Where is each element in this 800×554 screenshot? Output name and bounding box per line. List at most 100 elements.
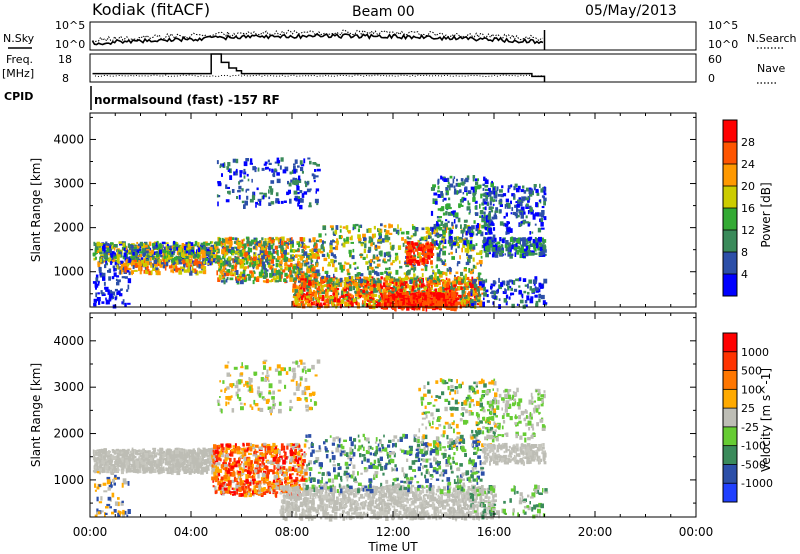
scatter-cell: [266, 256, 269, 260]
scatter-cell: [504, 253, 506, 256]
scatter-cell: [346, 291, 349, 294]
scatter-cell: [100, 290, 103, 294]
scatter-cell: [504, 244, 508, 248]
scatter-cell: [442, 271, 446, 275]
scatter-cell: [211, 254, 215, 259]
scatter-cell: [476, 287, 480, 292]
scatter-cell: [511, 303, 515, 308]
scatter-cell: [363, 279, 367, 283]
scatter-cell: [234, 256, 239, 261]
scatter-cell: [251, 195, 256, 200]
scatter-cell: [355, 281, 359, 287]
scatter-cell: [156, 271, 161, 276]
scatter-cell: [258, 254, 261, 259]
scatter-cell: [295, 275, 299, 280]
scatter-cell: [259, 201, 262, 206]
scatter-cell: [448, 301, 452, 305]
scatter-cell: [450, 306, 455, 311]
scatter-cell: [339, 296, 341, 299]
scatter-cell: [485, 289, 489, 293]
scatter-cell: [344, 286, 346, 289]
scatter-cell: [175, 257, 180, 262]
scatter-cell: [288, 268, 290, 272]
scatter-cell: [99, 242, 103, 246]
scatter-cell: [121, 276, 126, 279]
scatter-cell: [469, 209, 471, 213]
scatter-cell: [435, 277, 437, 282]
scatter-cell: [373, 261, 376, 264]
scatter-cell: [410, 267, 414, 271]
scatter-cell: [525, 203, 529, 207]
scatter-cell: [329, 225, 334, 228]
scatter-cell: [537, 227, 542, 233]
scatter-cell: [442, 301, 446, 306]
scatter-cell: [378, 287, 381, 293]
scatter-cell: [364, 282, 367, 285]
scatter-cell: [527, 210, 530, 215]
scatter-cell: [445, 283, 449, 288]
scatter-cell: [159, 456, 162, 461]
scatter-cell: [220, 262, 223, 266]
scatter-cell: [131, 248, 134, 252]
scatter-cell: [314, 291, 317, 296]
scatter-cell: [447, 211, 451, 216]
scatter-cell: [395, 278, 400, 282]
scatter-cell: [463, 299, 467, 303]
scatter-cell: [267, 264, 271, 268]
scatter-cell: [432, 200, 436, 204]
scatter-cell: [245, 189, 247, 193]
scatter-cell: [540, 221, 544, 227]
scatter-cell: [97, 450, 101, 454]
scatter-cell: [212, 247, 216, 253]
scatter-cell: [448, 233, 451, 238]
scatter-cell: [406, 292, 409, 295]
scatter-cell: [277, 263, 280, 267]
scatter-cell: [416, 261, 419, 265]
scatter-cell: [434, 303, 438, 307]
scatter-cell: [234, 271, 236, 277]
scatter-cell: [246, 240, 251, 244]
scatter-cell: [346, 230, 351, 233]
scatter-cell: [410, 244, 414, 248]
scatter-cell: [243, 161, 248, 167]
scatter-cell: [417, 251, 419, 256]
scatter-cell: [310, 188, 312, 191]
scatter-cell: [187, 449, 191, 452]
scatter-cell: [236, 237, 239, 243]
scatter-cell: [229, 240, 233, 246]
scatter-cell: [477, 178, 479, 182]
scatter-cell: [246, 195, 249, 200]
scatter-cell: [449, 229, 454, 234]
scatter-cell: [368, 270, 372, 275]
scatter-cell: [232, 258, 235, 264]
scatter-cell: [268, 243, 271, 248]
scatter-cell: [311, 260, 314, 263]
scatter-cell: [526, 239, 529, 244]
scatter-cell: [234, 250, 238, 254]
scatter-cell: [507, 285, 510, 291]
scatter-cell: [456, 262, 459, 267]
scatter-cell: [398, 260, 401, 264]
scatter-cell: [436, 234, 440, 239]
scatter-cell: [226, 251, 228, 255]
scatter-cell: [362, 288, 366, 291]
scatter-cell: [150, 262, 152, 266]
scatter-cell: [458, 294, 462, 299]
scatter-cell: [505, 246, 510, 252]
scatter-cell: [228, 245, 233, 249]
scatter-cell: [264, 272, 268, 278]
scatter-cell: [262, 195, 265, 200]
scatter-cell: [337, 298, 341, 303]
scatter-cell: [331, 296, 335, 299]
scatter-cell: [104, 286, 106, 290]
scatter-cell: [334, 291, 338, 296]
scatter-cell: [507, 247, 512, 253]
scatter-cell: [524, 284, 528, 287]
scatter-cell: [217, 201, 219, 207]
scatter-cell: [517, 185, 521, 190]
scatter-cell: [190, 251, 193, 257]
scatter-cell: [154, 453, 158, 458]
scatter-cell: [413, 270, 415, 273]
scatter-cell: [392, 296, 396, 300]
